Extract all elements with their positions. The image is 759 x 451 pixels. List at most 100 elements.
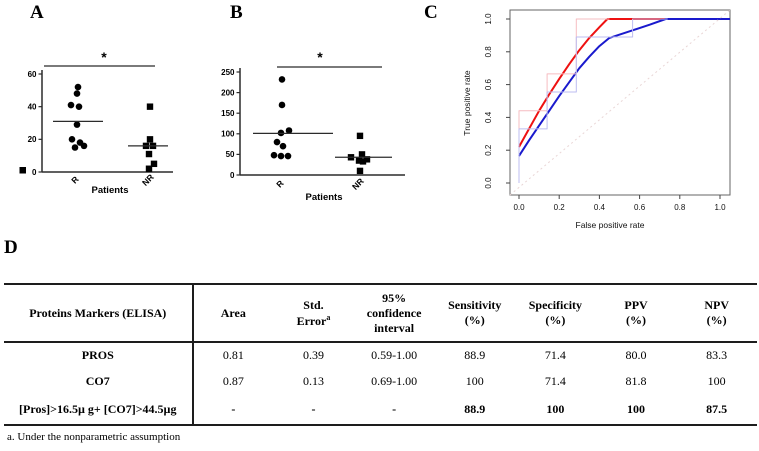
- y-tick-label: 0: [230, 171, 235, 180]
- table-row: PROS 0.81 0.39 0.59-1.00 88.9 71.4 80.0 83.3: [4, 342, 757, 368]
- data-point-nr: [363, 156, 371, 163]
- scatter-plot-a: 0 20 40 60 R NR * Patients: [19, 49, 173, 196]
- data-point-r: [284, 152, 292, 160]
- table-cell: 100: [546, 401, 565, 416]
- data-point-nr: [358, 151, 366, 158]
- x-tick-label: 0.4: [594, 203, 606, 212]
- data-point-nr: [150, 160, 158, 168]
- table-cell: 100: [627, 401, 646, 416]
- y-tick-label: 150: [221, 109, 235, 118]
- significance-asterisk: *: [101, 49, 107, 65]
- table-cell: 100: [707, 373, 726, 388]
- table-cell: 71.4: [544, 348, 566, 362]
- roc-series-empirical-roc-pros: [518, 18, 610, 183]
- x-tick-label: 0.8: [674, 203, 686, 212]
- category-label-r: R: [274, 178, 285, 189]
- column-header: NPV (%): [704, 298, 729, 327]
- header-proteins-markers: Proteins Markers (ELISA): [4, 284, 194, 342]
- data-point-r: [273, 138, 281, 146]
- data-point-r: [270, 151, 278, 159]
- panel-label-a: A: [30, 2, 44, 23]
- table-cell: 80.0: [625, 348, 647, 362]
- roc-series-smoothed-roc-pros: [518, 18, 730, 148]
- table-cell: 0.81: [222, 348, 244, 362]
- y-tick-label: 200: [221, 88, 235, 97]
- elisa-results-table: Proteins Markers (ELISA) Area Std. Errora 95…: [4, 283, 757, 426]
- x-tick-label: 0.2: [554, 203, 566, 212]
- category-label-nr: NR: [140, 172, 156, 188]
- y-tick-label: 1.0: [484, 13, 493, 25]
- data-point-r: [74, 83, 82, 91]
- x-axis-title: Patients: [306, 192, 343, 203]
- data-point-r: [68, 136, 76, 143]
- data-point-nr: [145, 150, 153, 158]
- y-tick-label: 0.0: [484, 177, 493, 189]
- column-header: 95% confidence interval: [366, 290, 422, 335]
- data-point-r: [278, 101, 286, 109]
- column-header: Sensitivity (%): [448, 298, 502, 327]
- y-tick-label: 0.4: [484, 111, 493, 123]
- column-header: Specificity (%): [528, 298, 583, 327]
- table-cell: 0.59-1.00: [371, 348, 418, 362]
- significance-asterisk: *: [317, 49, 323, 65]
- x-axis-title: False positive rate: [576, 220, 645, 230]
- data-point-r: [67, 101, 75, 109]
- data-point-nr: [146, 103, 154, 110]
- data-point-nr: [356, 132, 364, 140]
- table-cell: 0.69-1.00: [371, 373, 418, 388]
- y-tick-label: 250: [221, 68, 235, 77]
- row-label: [Pros]>16.5µ g+ [CO7]>44.5µg: [4, 394, 194, 425]
- data-point-r: [73, 90, 81, 97]
- footnote-text: Under the nonparametric assumption: [17, 431, 181, 443]
- panel-label-d: D: [4, 237, 18, 258]
- table-cell: 81.8: [625, 373, 647, 388]
- origin-square-marker: [19, 167, 26, 174]
- table-header-row: Proteins Markers (ELISA) Area Std. Errora 95…: [4, 284, 757, 342]
- y-tick-label: 0.6: [484, 78, 493, 90]
- data-point-r: [80, 142, 88, 150]
- table-footnote: a. Under the nonparametric assumption: [7, 431, 180, 443]
- table-row: [Pros]>16.5µ g+ [CO7]>44.5µg - - - 88.9 100 10…: [4, 394, 757, 425]
- y-tick-label: 0.8: [484, 46, 493, 58]
- panel-label-c: C: [424, 2, 438, 23]
- data-point-nr: [355, 157, 363, 164]
- data-point-nr: [145, 165, 153, 172]
- roc-series-empirical-roc-co7: [518, 18, 668, 183]
- footnote-marker: a.: [7, 431, 15, 443]
- table-cell: 100: [465, 373, 484, 388]
- table-cell: -: [311, 401, 316, 416]
- table-cell: -: [231, 401, 236, 416]
- data-point-r: [278, 76, 286, 83]
- data-point-nr: [146, 136, 154, 143]
- data-point-r: [75, 103, 83, 110]
- roc-series-chance-diagonal: [509, 9, 731, 196]
- table-cell: 83.3: [706, 348, 728, 362]
- elisa-table-container: Proteins Markers (ELISA) Area Std. Errora 95…: [4, 283, 757, 426]
- x-axis-title: Patients: [92, 185, 129, 196]
- data-point-r: [279, 142, 287, 150]
- x-tick-label: 1.0: [714, 203, 726, 212]
- y-axis-title: True positive rate: [462, 70, 472, 136]
- x-tick-label: 0.6: [634, 203, 646, 212]
- data-point-r: [285, 127, 293, 134]
- y-tick-label: 100: [221, 130, 235, 139]
- data-point-r: [73, 121, 81, 128]
- table-cell: 88.9: [464, 348, 486, 362]
- column-header: PPV (%): [624, 298, 648, 327]
- x-tick-label: 0.0: [513, 203, 525, 212]
- panel-label-b: B: [230, 2, 243, 23]
- data-point-nr: [356, 167, 364, 175]
- table-cell: 0.39: [302, 348, 324, 362]
- data-point-r: [277, 152, 285, 160]
- scatter-plot-b: 0 50 100 150 200 250 R NR * Patients: [221, 49, 405, 203]
- y-tick-label: 0: [32, 168, 37, 177]
- column-header: Std. Errora: [296, 297, 331, 328]
- table-cell: 0.87: [222, 373, 244, 388]
- y-tick-label: 60: [28, 70, 37, 79]
- column-header: Area: [220, 305, 246, 320]
- data-point-r: [71, 144, 79, 151]
- row-label: PROS: [4, 342, 194, 368]
- data-point-nr: [359, 158, 367, 165]
- table-cell: -: [392, 401, 397, 416]
- y-tick-label: 0.2: [484, 144, 493, 156]
